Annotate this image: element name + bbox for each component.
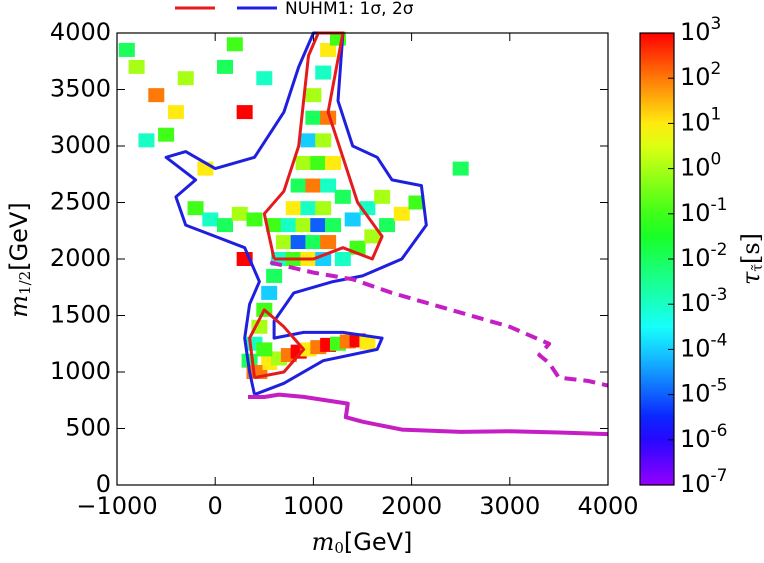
heat-cell [320, 179, 336, 193]
x-label-symbol: m [312, 528, 335, 556]
cb-label-unit: [s] [737, 233, 764, 264]
heat-cell [291, 179, 307, 193]
heat-cell [276, 235, 292, 249]
y-tick-label: 3500 [50, 75, 111, 103]
x-tick-label: 2000 [381, 492, 442, 520]
heat-cell [138, 133, 154, 147]
heat-cell [374, 190, 390, 204]
x-tick-label: 4000 [577, 492, 638, 520]
y-tick-label: 1000 [50, 357, 111, 385]
heat-cell [310, 218, 326, 232]
y-tick-label: 1500 [50, 301, 111, 329]
heat-cell [129, 60, 145, 74]
legend-text: NUHM1: 1σ, 2σ [285, 0, 414, 19]
heat-cell [315, 133, 331, 147]
heat-cell [202, 212, 218, 226]
y-tick-label: 3000 [50, 131, 111, 159]
heat-cell [310, 156, 326, 170]
heat-cell [335, 252, 351, 266]
heat-cell [305, 88, 321, 102]
heat-cell [188, 201, 204, 215]
heat-cell [325, 156, 341, 170]
heat-cell [217, 218, 233, 232]
y-tick-label: 2500 [50, 188, 111, 216]
y-tick-label: 500 [65, 414, 111, 442]
heat-cell [119, 43, 135, 57]
heat-cell [315, 66, 331, 80]
x-label-unit: [GeV] [344, 528, 413, 556]
x-axis-label: m0[GeV] [312, 528, 413, 558]
heat-cell [256, 342, 272, 356]
heat-cell [305, 179, 321, 193]
heat-cell [217, 60, 233, 74]
y-tick-label: 0 [96, 470, 111, 498]
y-label-sub: 1/2 [16, 271, 34, 295]
heat-cell [379, 218, 395, 232]
heat-cell [178, 71, 194, 85]
x-tick-label: 3000 [479, 492, 540, 520]
heat-cell [158, 128, 174, 142]
heat-cell [148, 88, 164, 102]
heat-cell [291, 235, 307, 249]
x-tick-label: −1000 [76, 492, 157, 520]
y-label-symbol: m [5, 295, 33, 318]
y-axis-label: m1/2[GeV] [5, 202, 35, 317]
heat-cell [168, 105, 184, 119]
y-tick-label: 2000 [50, 244, 111, 272]
heat-cell [246, 212, 262, 226]
heat-cell [296, 156, 312, 170]
heat-cell [325, 218, 341, 232]
heat-cell [281, 218, 297, 232]
heat-cell [335, 190, 351, 204]
heat-cell [320, 235, 336, 249]
y-tick-label: 4000 [50, 18, 111, 46]
heat-cell [286, 201, 302, 215]
x-label-sub: 0 [334, 539, 344, 557]
heat-cell [266, 269, 282, 283]
heat-cell [345, 212, 361, 226]
heat-cell [256, 71, 272, 85]
heat-cell [315, 201, 331, 215]
heat-cell [305, 235, 321, 249]
y-label-unit: [GeV] [5, 202, 33, 271]
colorbar-label: ττ̃[s] [737, 233, 764, 285]
heat-cell [305, 111, 321, 125]
x-tick-label: 1000 [283, 492, 344, 520]
heat-cell [300, 201, 316, 215]
heat-cell [232, 207, 248, 221]
x-tick-label: 0 [208, 492, 223, 520]
cb-label-symbol: τ [737, 271, 764, 285]
heat-cell [300, 133, 316, 147]
heat-cell [394, 207, 410, 221]
heat-cell [227, 37, 243, 51]
heat-cell [453, 162, 469, 176]
heat-cell [261, 286, 277, 300]
heat-cell [237, 105, 253, 119]
heat-cell [296, 218, 312, 232]
